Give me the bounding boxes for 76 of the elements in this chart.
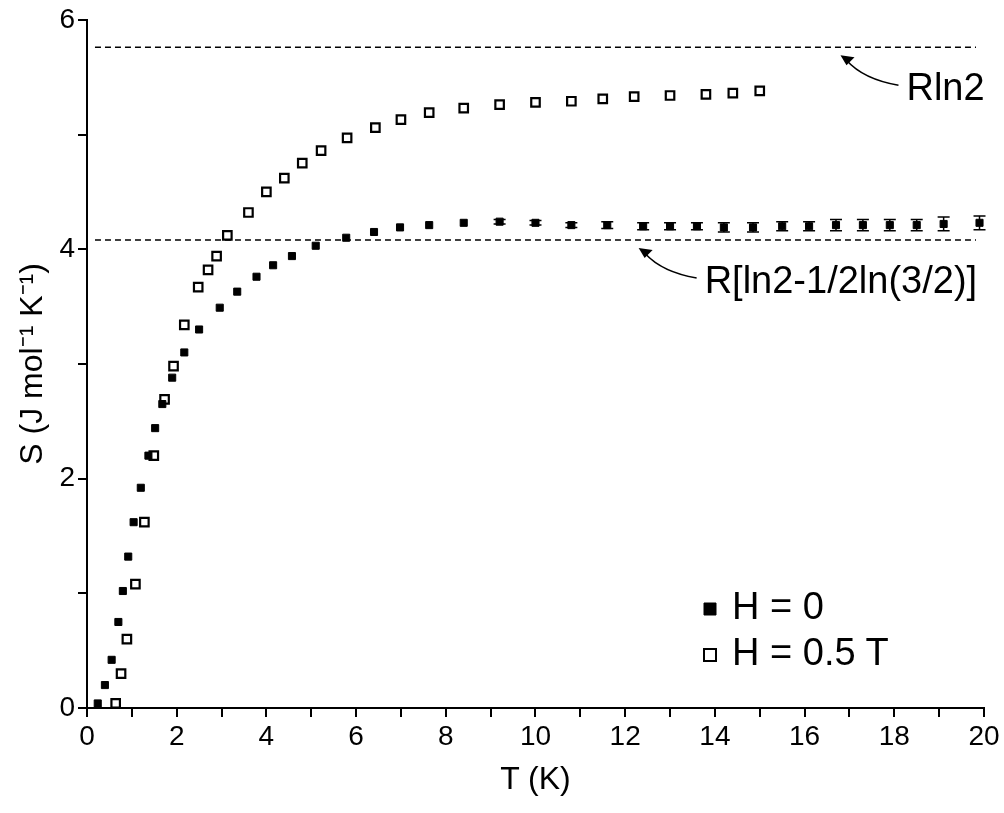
point <box>180 348 189 357</box>
point <box>278 172 290 184</box>
point <box>215 303 224 312</box>
point <box>597 93 609 105</box>
point <box>628 91 640 102</box>
point <box>93 699 102 708</box>
point <box>202 264 214 276</box>
point <box>136 483 145 492</box>
point <box>178 319 190 331</box>
point <box>269 261 278 270</box>
point <box>530 97 541 108</box>
point <box>139 516 150 528</box>
x-tick-label: 14 <box>699 719 731 751</box>
point <box>395 114 407 125</box>
point <box>168 360 179 372</box>
point <box>370 122 381 133</box>
legend-label: H = 0 <box>732 585 824 628</box>
point <box>727 87 739 99</box>
point <box>100 681 109 690</box>
point <box>115 668 127 679</box>
point <box>211 250 222 262</box>
point <box>311 241 320 250</box>
y-tick-label: 6 <box>59 2 75 34</box>
point <box>151 424 160 433</box>
point <box>158 400 167 409</box>
annotation: Rln2 <box>906 65 985 108</box>
x-tick-label: 0 <box>79 719 95 751</box>
point <box>700 89 712 100</box>
point <box>566 95 577 107</box>
point <box>754 85 766 97</box>
point <box>423 107 435 119</box>
x-tick-label: 2 <box>168 719 185 751</box>
x-tick-label: 12 <box>609 719 641 751</box>
x-tick-label: 10 <box>519 719 552 751</box>
x-tick-label: 16 <box>789 719 821 751</box>
point <box>233 287 242 296</box>
point <box>107 655 116 664</box>
point <box>168 373 177 382</box>
point <box>118 586 127 596</box>
y-tick-label: 2 <box>59 461 75 493</box>
point <box>396 223 405 232</box>
point <box>130 578 141 590</box>
x-axis-title: T (K) <box>500 759 571 796</box>
point <box>425 221 434 230</box>
point <box>261 186 272 198</box>
point <box>195 325 204 334</box>
point <box>124 552 133 561</box>
point <box>110 698 122 708</box>
point <box>243 207 254 218</box>
annotation: R[ln2-1/2ln(3/2)] <box>704 258 978 301</box>
x-tick-label: 8 <box>437 719 454 751</box>
x-tick-label: 20 <box>968 719 1000 751</box>
point <box>459 218 468 227</box>
y-axis-title: S (J mol⁻¹ K⁻¹) <box>13 263 50 465</box>
y-tick-label: 0 <box>59 690 75 722</box>
point <box>287 252 296 261</box>
y-tick-label: 4 <box>59 231 75 263</box>
point <box>458 102 470 114</box>
x-tick-label: 18 <box>878 719 910 751</box>
point <box>342 233 351 242</box>
point <box>114 617 123 627</box>
point <box>129 518 138 527</box>
point <box>144 451 153 460</box>
point <box>296 157 308 169</box>
point <box>222 230 233 241</box>
x-tick-label: 4 <box>258 719 275 751</box>
legend-label: H = 0.5 T <box>732 631 889 674</box>
point <box>341 132 353 144</box>
point <box>664 90 676 101</box>
point <box>192 281 204 293</box>
point <box>252 272 261 281</box>
point <box>494 99 505 111</box>
x-tick-label: 6 <box>348 719 364 751</box>
point <box>121 633 133 645</box>
point <box>369 227 379 237</box>
point <box>315 145 327 156</box>
